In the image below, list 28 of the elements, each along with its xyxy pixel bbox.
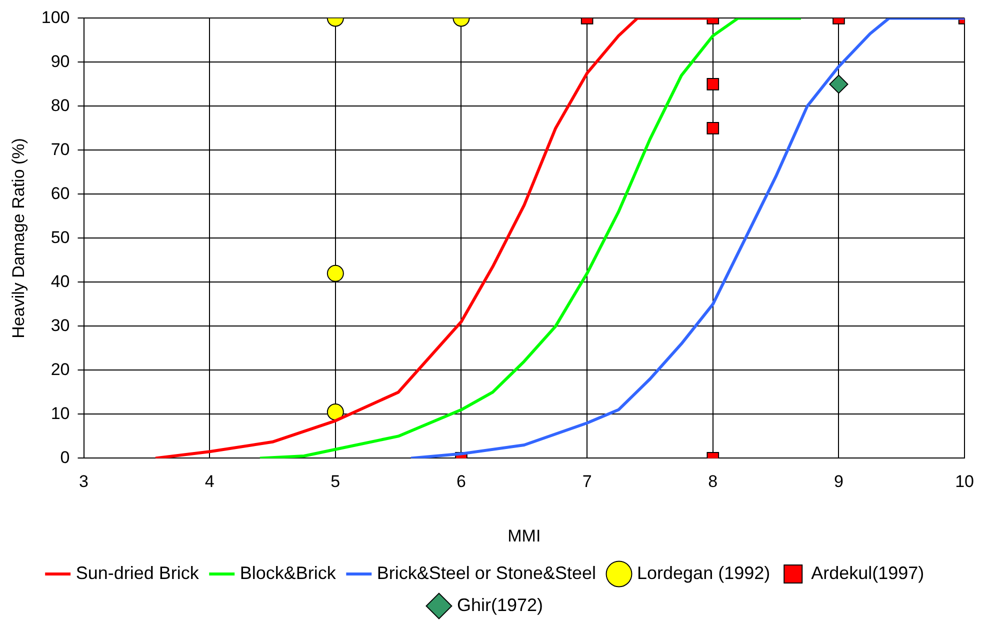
legend-label: Lordegan (1992) (637, 562, 770, 583)
y-tick-label: 0 (60, 448, 70, 467)
x-tick-label: 6 (456, 472, 466, 492)
y-tick-label: 90 (50, 52, 70, 71)
x-tick-label: 9 (834, 472, 844, 492)
legend-label: Ghir(1972) (456, 594, 544, 615)
legend-label: Brick&Steel or Stone&Steel (376, 562, 596, 583)
x-tick-label: 5 (330, 472, 340, 492)
y-tick-label: 20 (50, 360, 70, 379)
y-tick-label: 80 (50, 96, 70, 115)
y-tick-label: 70 (50, 140, 70, 159)
x-tick-label: 10 (955, 472, 974, 492)
y-tick-label: 40 (50, 272, 70, 291)
x-tick-label: 4 (204, 472, 214, 492)
legend-label: Block&Brick (240, 562, 337, 583)
y-tick-label: 30 (50, 316, 70, 335)
x-tick-label: 3 (79, 472, 88, 492)
y-axis-title: Heavily Damage Ratio (%) (8, 138, 28, 338)
x-tick-label: 8 (708, 472, 718, 492)
y-tick-label: 60 (50, 184, 70, 203)
point (326, 264, 344, 282)
y-tick-label: 10 (50, 404, 70, 423)
legend-label: Sun-dried Brick (76, 562, 200, 583)
legend-label: Ardekul(1997) (811, 562, 924, 583)
y-tick-label: 50 (50, 228, 70, 247)
x-tick-label: 7 (582, 472, 592, 492)
x-axis-title: MMI (508, 526, 541, 546)
y-tick-label: 100 (41, 8, 70, 27)
